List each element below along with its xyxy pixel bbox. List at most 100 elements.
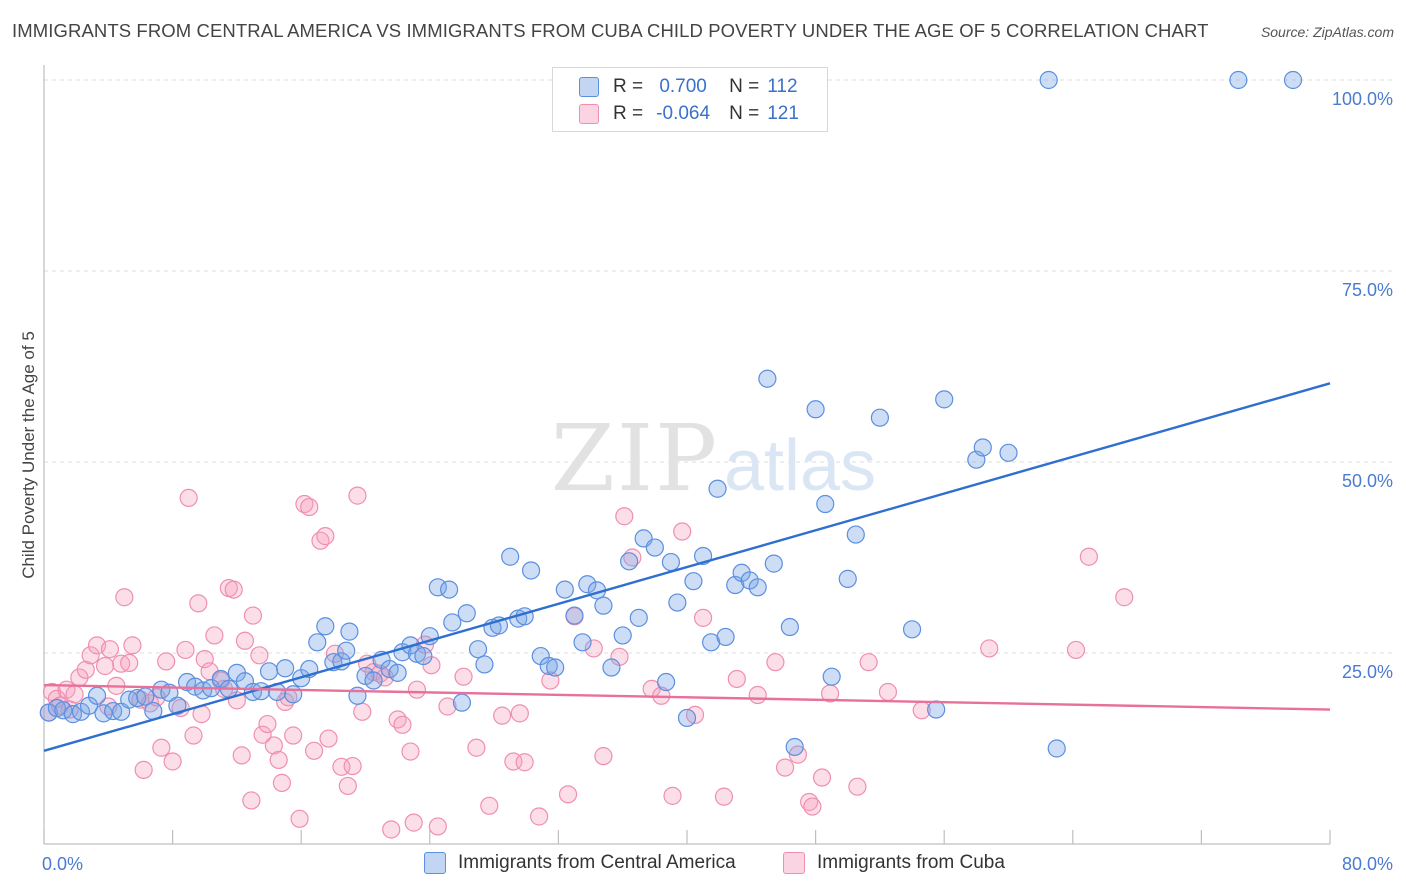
data-point: [615, 507, 634, 526]
y-tick-label: 75.0%: [1342, 280, 1393, 300]
data-point: [152, 738, 171, 757]
data-point: [594, 596, 613, 615]
data-point: [235, 631, 255, 650]
data-point: [578, 575, 597, 594]
bottom-legend-label: Immigrants from Central America: [458, 852, 736, 873]
data-point: [714, 787, 734, 806]
bottom-legend-label: Immigrants from Cuba: [817, 852, 1005, 873]
data-point: [393, 715, 412, 734]
data-point: [661, 552, 681, 572]
data-point: [539, 656, 558, 676]
data-point: [935, 390, 954, 409]
data-point: [276, 659, 295, 678]
data-point: [123, 636, 142, 655]
data-point: [555, 580, 574, 599]
data-point: [295, 494, 314, 514]
legend-r-value: -0.064: [656, 103, 711, 124]
data-point: [264, 736, 283, 755]
data-point: [668, 593, 687, 612]
y-axis-label: Child Poverty Under the Age of 5: [19, 331, 38, 579]
tick-labels: 25.0% 50.0% 75.0% 100.0% 0.0% 80.0%: [42, 89, 1393, 874]
data-point: [584, 639, 603, 658]
legend-r-label: R =: [613, 103, 644, 124]
data-point: [343, 756, 362, 776]
data-point: [81, 646, 100, 665]
data-point: [766, 653, 785, 672]
data-point: [878, 682, 898, 702]
source-label: Source: ZipAtlas.com: [1260, 24, 1394, 40]
data-point: [602, 658, 621, 677]
legend-r-label: R =: [613, 76, 644, 97]
data-point: [764, 554, 783, 573]
grid-lines: [44, 79, 1395, 654]
data-point: [269, 750, 288, 770]
data-point: [439, 580, 459, 599]
y-tick-label: 50.0%: [1342, 471, 1393, 491]
data-point: [693, 608, 713, 627]
data-point: [468, 640, 488, 659]
data-point: [613, 626, 632, 645]
data-point: [501, 547, 520, 566]
data-point: [454, 667, 473, 686]
data-point: [775, 758, 795, 777]
data-point: [859, 653, 878, 672]
data-point: [493, 706, 512, 725]
data-point: [382, 820, 401, 839]
data-point: [870, 408, 890, 427]
x-tick-label: 0.0%: [42, 854, 83, 874]
data-point: [1039, 70, 1058, 90]
bottom-legend-swatch-blue: [424, 852, 446, 874]
data-point: [999, 443, 1018, 462]
data-point: [510, 704, 529, 723]
data-point: [316, 617, 335, 636]
legend-n-label: N =: [729, 103, 760, 124]
data-point: [467, 738, 486, 757]
data-point: [284, 685, 303, 704]
data-point: [475, 655, 494, 674]
watermark-atlas: atlas: [724, 426, 876, 506]
data-point: [748, 578, 767, 597]
trend-lines: [43, 382, 1331, 752]
data-point: [806, 400, 825, 419]
legend-swatch-blue: [579, 77, 599, 97]
data-point: [846, 525, 865, 544]
data-point: [673, 522, 692, 541]
data-point: [1079, 547, 1098, 566]
data-point: [629, 608, 648, 627]
data-point: [54, 701, 73, 720]
data-point: [902, 620, 922, 639]
data-point: [573, 633, 592, 652]
data-point: [232, 746, 251, 765]
data-point: [95, 656, 115, 676]
data-point: [205, 626, 224, 645]
bottom-legend-central-america: Immigrants from Central America: [424, 852, 736, 874]
legend-swatch-pink: [579, 104, 599, 124]
data-point: [594, 747, 613, 766]
data-point: [272, 773, 292, 792]
legend-n-value: 121: [767, 103, 799, 124]
data-point: [353, 702, 372, 721]
data-point: [848, 777, 867, 796]
data-point: [443, 613, 462, 632]
data-point: [620, 552, 639, 571]
data-point: [250, 646, 269, 665]
data-point: [308, 633, 327, 652]
watermark-zip: ZIP: [551, 405, 719, 512]
data-point: [812, 768, 832, 787]
data-point: [340, 622, 359, 641]
data-point: [645, 538, 664, 557]
data-point: [657, 672, 676, 692]
data-point: [242, 791, 261, 810]
data-point: [407, 680, 427, 699]
data-point: [716, 627, 735, 647]
y-tick-label: 100.0%: [1332, 89, 1393, 109]
data-point: [1115, 588, 1134, 607]
data-point: [428, 578, 447, 597]
legend-row-central-america: R = 0.700 N = 112: [579, 73, 798, 101]
data-point: [284, 726, 303, 745]
data-point: [727, 669, 746, 689]
data-point: [708, 479, 727, 498]
data-point: [401, 742, 420, 761]
data-point: [414, 646, 433, 666]
data-point: [838, 569, 857, 588]
